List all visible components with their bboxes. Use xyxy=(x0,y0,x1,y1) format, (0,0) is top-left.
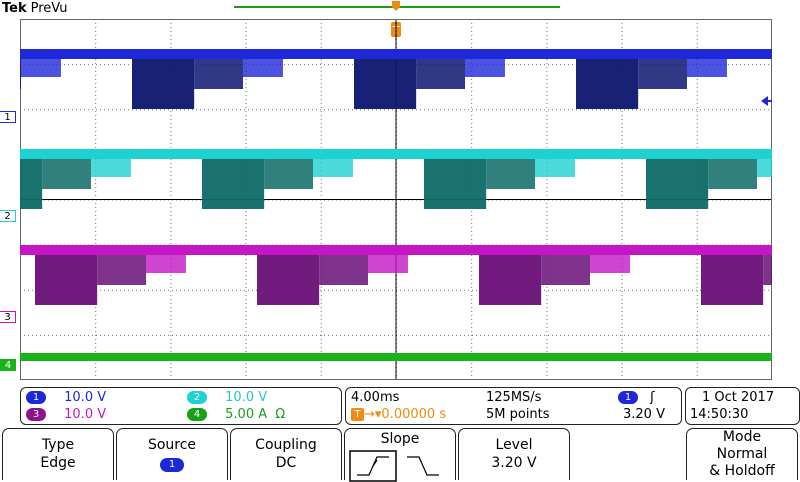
source-channel-badge: 1 xyxy=(160,458,184,472)
ch3-trace-segment xyxy=(763,255,772,285)
ch1-trace-segment xyxy=(243,59,283,77)
ch3-trace-segment xyxy=(35,255,98,305)
ch4-readout: 4 5.00 A Ω xyxy=(187,407,285,423)
trigger-delay-readout: T →▾0.00000 s xyxy=(351,407,446,423)
date-readout: 1 Oct 2017 xyxy=(702,390,775,405)
level-softkey[interactable]: Level 3.20 V xyxy=(458,428,570,480)
waveform-display[interactable] xyxy=(20,19,772,380)
ch3-trace-segment xyxy=(368,255,408,273)
ch1-trace-segment xyxy=(638,59,687,89)
ch2-trace-segment xyxy=(20,159,43,209)
ch2-trace-rail xyxy=(20,149,772,159)
ch2-trace-segment xyxy=(42,159,91,189)
ch2-trace-segment xyxy=(757,159,772,177)
ch4-ground-marker[interactable]: 4 xyxy=(0,359,16,371)
ch3-readout: 3 10.0 V xyxy=(26,407,106,423)
ch1-trace-segment xyxy=(21,59,61,77)
ch3-trace-segment xyxy=(146,255,186,273)
trigger-slope-icon: ʃ xyxy=(650,390,655,405)
source-softkey[interactable]: Source 1 xyxy=(116,428,228,480)
ch2-ground-marker[interactable]: 2 xyxy=(0,210,16,222)
ch3-trace-segment xyxy=(590,255,630,273)
ch1-trace-segment xyxy=(20,59,21,89)
ch3-trace-segment xyxy=(701,255,764,305)
ch3-trace-segment xyxy=(479,255,542,305)
mode-softkey[interactable]: Mode Normal & Holdoff xyxy=(686,428,798,480)
ch1-trace-segment xyxy=(576,59,639,109)
ch2-trace-segment xyxy=(313,159,353,177)
ch2-trace-segment xyxy=(264,159,313,189)
acquisition-mode: PreVu xyxy=(30,1,68,16)
ch2-trace-segment xyxy=(202,159,265,209)
ch2-trace-segment xyxy=(708,159,757,189)
ch2-trace-segment xyxy=(486,159,535,189)
ch2-trace-segment xyxy=(535,159,575,177)
type-softkey[interactable]: Type Edge xyxy=(2,428,114,480)
ch2-trace-segment xyxy=(91,159,131,177)
ch1-trace-rail xyxy=(20,49,772,59)
ch3-trace-segment xyxy=(319,255,368,285)
horizontal-scale: 4.00ms xyxy=(351,390,400,405)
ch3-trace-rail xyxy=(20,245,772,255)
sample-rate: 125MS/s xyxy=(486,390,542,405)
ch2-trace-segment xyxy=(424,159,487,209)
ch1-trace-segment xyxy=(687,59,727,77)
trigger-delay-icon: T xyxy=(351,408,364,421)
ch1-trace-segment xyxy=(194,59,243,89)
vertical-readout-panel[interactable]: 1 10.0 V 2 10.0 V 3 10.0 V 4 5.00 A Ω xyxy=(20,387,342,425)
ch1-trace-segment xyxy=(354,59,417,109)
slope-softkey[interactable]: Slope xyxy=(344,428,456,482)
trigger-level-icon[interactable] xyxy=(760,95,772,107)
ch1-readout: 1 10.0 V xyxy=(26,390,106,406)
ch3-ground-marker[interactable]: 3 xyxy=(0,311,16,323)
ch1-trace-segment xyxy=(465,59,505,77)
trigger-source-readout: 1 ʃ xyxy=(618,390,655,406)
record-length: 5M points xyxy=(486,407,550,422)
brand-label: Tek PreVu xyxy=(2,0,68,18)
ch1-ground-marker[interactable]: 1 xyxy=(0,111,16,123)
ch3-trace-segment xyxy=(541,255,590,285)
datetime-panel[interactable]: 1 Oct 2017 14:50:30 xyxy=(685,387,800,425)
timebase-readout-panel[interactable]: 4.00ms 125MS/s T →▾0.00000 s 5M points 1 … xyxy=(345,387,682,425)
ch3-trace-segment xyxy=(257,255,320,305)
trigger-level-readout: 3.20 V xyxy=(623,407,665,422)
brand-logo: Tek xyxy=(2,1,27,16)
ch3-trace-segment xyxy=(97,255,146,285)
ch4-trace xyxy=(20,353,772,361)
coupling-softkey[interactable]: Coupling DC xyxy=(230,428,342,480)
falling-slope-icon xyxy=(407,456,439,476)
time-readout: 14:50:30 xyxy=(690,407,749,422)
ch2-trace-segment xyxy=(646,159,709,209)
ch2-readout: 2 10.0 V xyxy=(187,390,267,406)
ch1-trace-segment xyxy=(416,59,465,89)
ch1-trace-segment xyxy=(132,59,195,109)
